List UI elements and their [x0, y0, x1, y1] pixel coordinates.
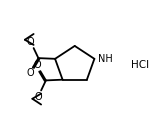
Text: O: O — [27, 37, 35, 47]
Text: O: O — [34, 60, 41, 70]
Text: O: O — [26, 68, 34, 78]
Text: HCl: HCl — [131, 60, 149, 70]
Text: NH: NH — [98, 54, 113, 64]
Text: O: O — [35, 92, 42, 102]
